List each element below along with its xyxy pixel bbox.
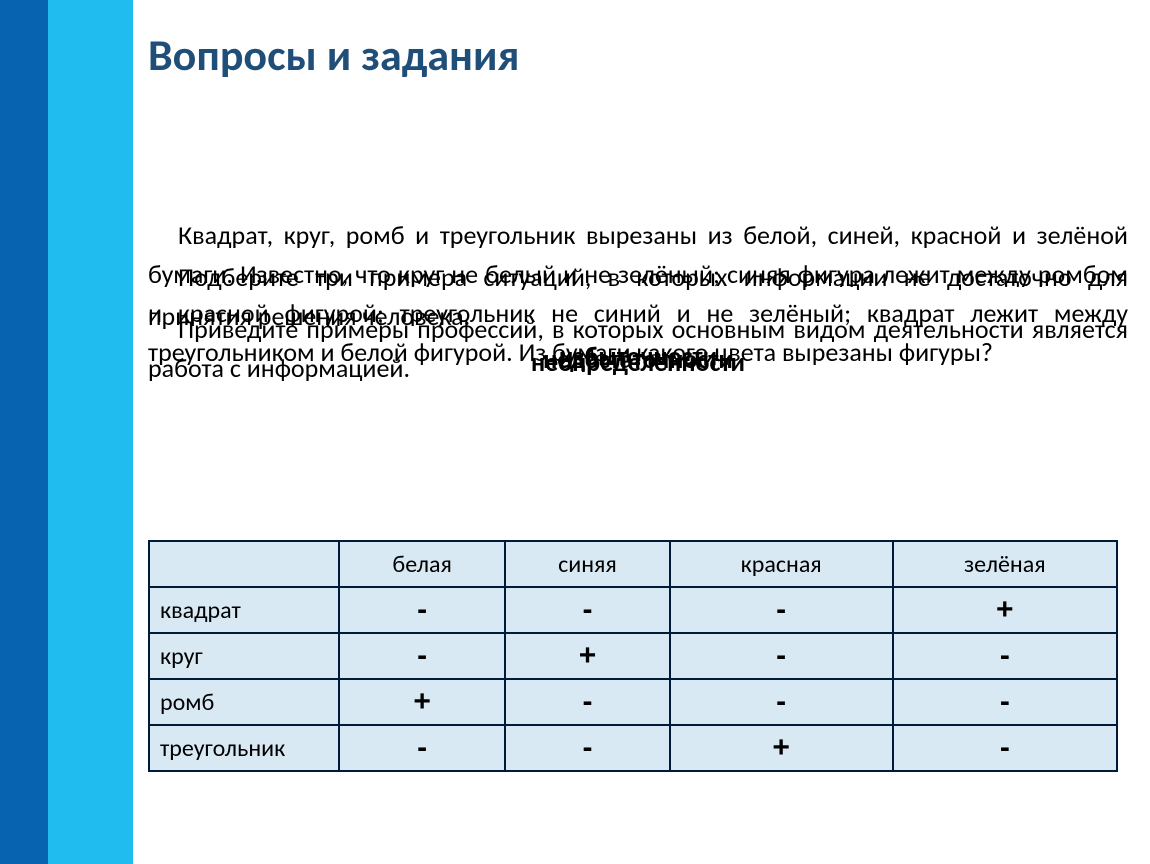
col-header: красная [670,541,893,587]
sidebar-stripe-light [48,0,133,864]
table-row: ромб + - - - [149,679,1117,725]
cell: - [339,587,505,633]
col-header: белая [339,541,505,587]
page-title: Вопросы и задания [148,28,519,82]
row-label: квадрат [149,587,339,633]
main-paragraph: Квадрат, круг, ромб и треугольник выреза… [148,216,1128,372]
main-paragraph-layer: Квадрат, круг, ромб и треугольник выреза… [148,190,1128,398]
cell: - [893,725,1117,771]
row-label: ромб [149,679,339,725]
cell: - [505,679,669,725]
cell: + [505,633,669,679]
table-row: квадрат - - - + [149,587,1117,633]
col-header: синяя [505,541,669,587]
table-row: круг - + - - [149,633,1117,679]
logic-table-wrap: белая синяя красная зелёная квадрат - - … [148,540,1118,772]
row-label: треугольник [149,725,339,771]
col-header: зелёная [893,541,1117,587]
table-header-row: белая синяя красная зелёная [149,541,1117,587]
cell: - [893,679,1117,725]
table-body: квадрат - - - + круг - + - - ромб + - - … [149,587,1117,771]
cell: - [670,587,893,633]
table-header-empty [149,541,339,587]
cell: + [893,587,1117,633]
cell: - [505,587,669,633]
cell: + [339,679,505,725]
row-label: круг [149,633,339,679]
cell: - [670,633,893,679]
logic-table: белая синяя красная зелёная квадрат - - … [148,540,1118,772]
table-row: треугольник - - + - [149,725,1117,771]
cell: - [670,679,893,725]
cell: - [505,725,669,771]
cell: + [670,725,893,771]
cell: - [339,633,505,679]
sidebar-stripe-dark [0,0,48,864]
cell: - [339,725,505,771]
cell: - [893,633,1117,679]
